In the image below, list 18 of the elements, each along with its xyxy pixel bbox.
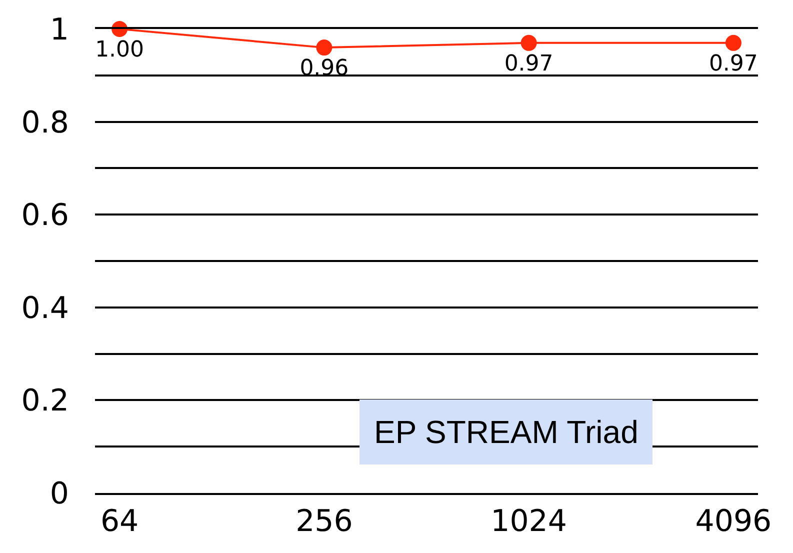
y-tick-label: 0.6 [21, 198, 69, 234]
point [520, 34, 537, 51]
text: EP STREAM Triad [374, 414, 638, 450]
point [316, 40, 332, 56]
x-tick-label: 4096 [695, 504, 772, 539]
point [725, 34, 742, 51]
x-tick-label: 1024 [490, 504, 567, 539]
x-tick-label: 64 [100, 504, 139, 539]
data-label: 1.00 [95, 38, 144, 62]
y-tick-label: 0 [50, 476, 69, 512]
y-tick-label: 0.2 [21, 384, 69, 419]
y-tick-label: 0.8 [21, 105, 69, 140]
y-tick-label: 0.4 [21, 290, 69, 326]
data-label: 0.96 [300, 56, 349, 82]
data-label: 0.97 [708, 51, 758, 76]
y-tick-label: 1 [50, 12, 69, 48]
data-label: 0.97 [504, 51, 554, 76]
x-tick-label: 256 [296, 504, 353, 539]
